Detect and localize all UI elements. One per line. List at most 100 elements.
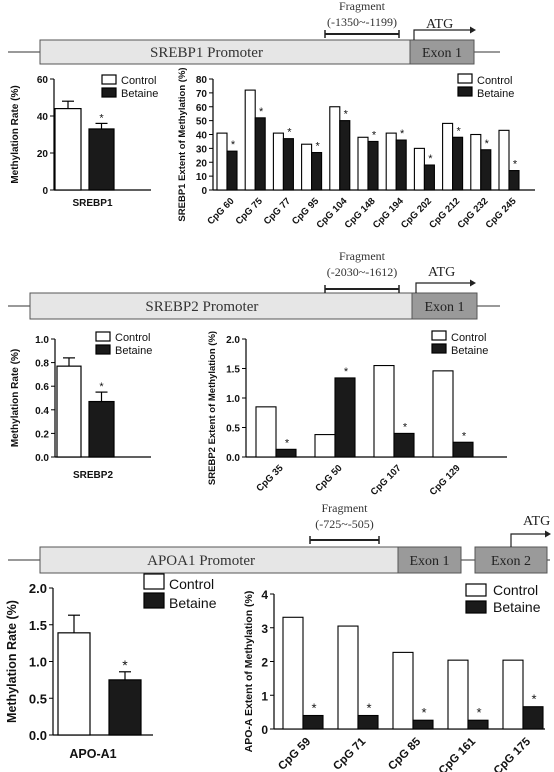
significance-star: * bbox=[372, 129, 377, 141]
betaine-bar bbox=[395, 139, 407, 191]
y-tick-label: 0.0 bbox=[29, 728, 47, 743]
significance-star: * bbox=[99, 112, 104, 124]
control-bar bbox=[413, 147, 425, 191]
y-tick-label: 2.0 bbox=[226, 335, 240, 346]
control-bar bbox=[255, 406, 277, 458]
control-bar bbox=[272, 132, 284, 191]
y-tick-label: 1.0 bbox=[226, 394, 240, 405]
promoter-diagram-2: SREBP2 Promoter Exon 1 Fragment (-2030~-161… bbox=[8, 249, 500, 320]
y-tick-label: 0 bbox=[261, 723, 268, 737]
y-tick-label: 60 bbox=[37, 75, 49, 86]
significance-star: * bbox=[476, 705, 481, 720]
y-tick-label: 0.4 bbox=[35, 406, 49, 417]
y-tick-label: 20 bbox=[196, 158, 208, 169]
betaine-bar bbox=[452, 441, 474, 458]
x-axis-label: SREBP1 bbox=[72, 198, 112, 209]
y-axis-label: SREBP1 Extent of Methylation (%) bbox=[177, 67, 188, 221]
legend-control-swatch bbox=[457, 73, 473, 84]
betaine-bar bbox=[108, 679, 142, 736]
control-bar bbox=[329, 106, 341, 191]
betaine-bar bbox=[480, 149, 492, 191]
control-bar bbox=[282, 616, 304, 730]
control-bar bbox=[244, 89, 256, 191]
betaine-bar bbox=[467, 719, 489, 730]
y-tick-label: 1.5 bbox=[29, 618, 47, 633]
atg-label: ATG bbox=[426, 17, 453, 32]
y-tick-label: 60 bbox=[196, 103, 208, 114]
y-tick-label: 0.5 bbox=[226, 424, 240, 435]
x-tick-label: CpG 77 bbox=[262, 196, 293, 227]
control-bar bbox=[337, 625, 359, 730]
legend-control-label: Control bbox=[451, 332, 486, 344]
control-bar bbox=[470, 133, 482, 191]
y-axis-label: APO-A Extent of Methylation (%) bbox=[243, 591, 255, 753]
promoter-diagram-1: SREBP1 Promoter Exon 1 Fragment (-1350~-119… bbox=[8, 0, 500, 65]
atg-arrow-head bbox=[470, 279, 476, 287]
y-tick-label: 0.2 bbox=[35, 429, 49, 440]
control-bar bbox=[502, 659, 524, 730]
y-tick-label: 20 bbox=[37, 149, 49, 160]
fragment-range: (-1350~-1199) bbox=[327, 15, 397, 29]
y-tick-label: 4 bbox=[261, 588, 268, 602]
significance-star: * bbox=[485, 138, 490, 150]
y-axis-label: SREBP2 Extent of Methylation (%) bbox=[207, 331, 218, 485]
promoter-name: SREBP2 Promoter bbox=[145, 299, 258, 315]
y-tick-label: 50 bbox=[196, 117, 208, 128]
control-bar bbox=[54, 107, 82, 191]
control-bar bbox=[216, 132, 228, 191]
x-axis-label: SREBP2 bbox=[73, 470, 113, 481]
y-tick-label: 10 bbox=[196, 172, 208, 183]
y-tick-label: 0.5 bbox=[29, 691, 47, 706]
y-tick-label: 0.6 bbox=[35, 382, 49, 393]
legend-control-label: Control bbox=[115, 332, 150, 344]
legend-control-label: Control bbox=[477, 75, 512, 87]
x-tick-label: CpG 175 bbox=[492, 735, 534, 772]
betaine-bar bbox=[522, 706, 544, 730]
betaine-bar bbox=[88, 128, 115, 191]
x-tick-label: CpG 59 bbox=[276, 736, 313, 772]
fragment-title: Fragment bbox=[339, 0, 386, 13]
atg-arrow-line bbox=[415, 282, 470, 293]
control-bar bbox=[432, 370, 454, 458]
significance-star: * bbox=[403, 421, 408, 433]
control-bar bbox=[301, 143, 313, 191]
control-bar bbox=[385, 132, 397, 191]
promoter-diagram-3: APOA1 Promoter Exon 1 Exon 2 Fragment (-725~… bbox=[8, 501, 551, 574]
legend-control-label: Control bbox=[493, 582, 538, 598]
control-bar bbox=[357, 136, 369, 191]
exon-label: Exon 1 bbox=[424, 300, 464, 315]
control-bar bbox=[392, 651, 414, 730]
betaine-bar bbox=[88, 400, 115, 458]
legend-control-swatch bbox=[101, 74, 117, 85]
x-tick-label: CpG 50 bbox=[313, 463, 344, 494]
promoter-name: SREBP1 Promoter bbox=[150, 45, 263, 61]
x-axis-label: APO-A1 bbox=[69, 747, 116, 761]
legend-betaine-swatch bbox=[95, 344, 111, 355]
betaine-bar bbox=[508, 170, 520, 191]
atg-arrow-line bbox=[510, 533, 545, 547]
legend-betaine-label: Betaine bbox=[493, 599, 541, 615]
y-tick-label: 0.8 bbox=[35, 359, 49, 370]
y-tick-label: 2.0 bbox=[29, 581, 47, 596]
y-axis-label: Methylation Rate (%) bbox=[5, 600, 19, 723]
legend-control-label: Control bbox=[121, 75, 156, 87]
y-tick-label: 1.0 bbox=[29, 655, 47, 670]
y-tick-label: 0.0 bbox=[35, 453, 49, 464]
significance-star: * bbox=[344, 366, 349, 378]
betaine-bar bbox=[357, 714, 379, 730]
fragment-title: Fragment bbox=[322, 501, 369, 515]
atg-arrow-head bbox=[545, 530, 551, 538]
significance-star: * bbox=[344, 109, 349, 121]
legend-betaine-label: Betaine bbox=[477, 88, 514, 100]
y-tick-label: 0 bbox=[42, 186, 48, 197]
betaine-bar bbox=[452, 136, 464, 191]
y-tick-label: 3 bbox=[261, 622, 268, 636]
y-tick-label: 0.0 bbox=[226, 453, 240, 464]
x-tick-label: CpG 75 bbox=[234, 195, 266, 227]
x-tick-label: CpG 245 bbox=[484, 195, 520, 231]
summary-chart-3: 0.0 0.5 1.0 1.5 2.0 Methylation Rate (%) APO-A… bbox=[5, 573, 217, 761]
legend-betaine-swatch bbox=[431, 343, 447, 354]
x-tick-label: CpG 85 bbox=[386, 735, 423, 772]
control-bar bbox=[56, 365, 82, 458]
